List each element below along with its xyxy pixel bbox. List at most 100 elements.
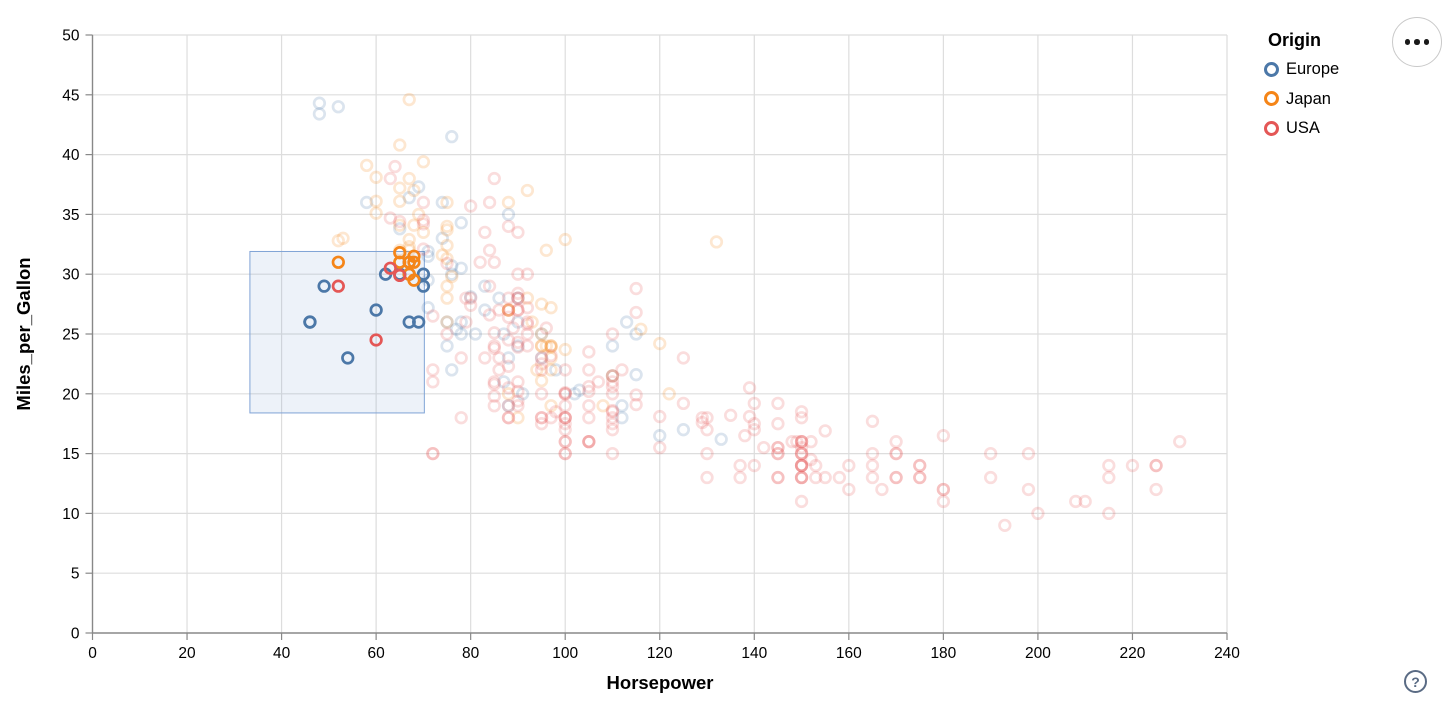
data-point-europe (464, 290, 478, 304)
data-point-japan (530, 363, 544, 377)
data-point-usa (629, 281, 643, 296)
data-point-usa (388, 159, 402, 174)
data-point-europe (620, 315, 634, 329)
data-point-japan (435, 248, 449, 262)
data-point-usa (804, 434, 818, 449)
selection-brush[interactable] (249, 250, 425, 414)
usa-ring-icon (1264, 120, 1279, 136)
data-point-usa (558, 363, 572, 377)
help-button[interactable]: ? (1404, 670, 1427, 693)
data-point-japan (605, 369, 620, 383)
data-point-usa (842, 482, 856, 497)
data-point-usa (482, 195, 497, 210)
data-point-usa (464, 199, 478, 213)
data-point-usa (534, 387, 549, 401)
data-point-europe (572, 383, 587, 397)
data-point-europe (534, 327, 549, 341)
data-point-usa (700, 470, 714, 485)
data-point-japan (534, 297, 549, 311)
data-point-europe (440, 339, 454, 353)
data-point-usa (582, 399, 596, 413)
options-menu-button[interactable] (1392, 17, 1442, 67)
data-point-usa (501, 411, 516, 425)
x-tick-label: 40 (273, 645, 291, 662)
data-point-usa (544, 348, 558, 363)
japan-ring-icon (1264, 91, 1279, 107)
data-point-japan (440, 238, 454, 253)
data-point-usa (511, 267, 525, 281)
data-point-usa (582, 363, 596, 377)
data-point-usa (771, 470, 785, 485)
data-point-usa (558, 399, 572, 413)
data-point-japan (445, 269, 459, 284)
data-point-usa (865, 414, 880, 428)
data-point-europe (497, 375, 511, 389)
data-point-usa (487, 377, 501, 391)
data-point-europe (454, 216, 468, 230)
data-point-japan (653, 336, 667, 351)
data-point-usa (695, 415, 709, 430)
ellipsis-icon (1404, 39, 1411, 45)
data-point-usa (794, 470, 809, 485)
data-point-usa (913, 470, 927, 485)
data-point-usa (534, 351, 549, 365)
data-point-usa (605, 375, 620, 389)
data-point-europe (445, 259, 459, 273)
data-point-usa (558, 385, 572, 400)
data-point-usa (487, 339, 501, 353)
data-point-japan (393, 181, 407, 195)
data-point-japan (558, 342, 572, 357)
data-point-usa (794, 446, 809, 461)
data-point-japan (393, 246, 407, 260)
data-point-japan (369, 194, 383, 208)
data-point-usa (383, 171, 397, 186)
data-point-europe (416, 267, 431, 281)
data-point-usa (464, 291, 478, 305)
data-point-usa (520, 339, 535, 353)
x-tick-label: 200 (1025, 645, 1051, 662)
data-point-europe (412, 180, 426, 194)
data-point-usa (818, 470, 832, 485)
data-point-japan (520, 183, 535, 198)
data-point-usa (605, 417, 620, 431)
data-point-japan (440, 252, 454, 266)
data-point-usa (794, 470, 809, 485)
data-point-europe (331, 100, 345, 114)
data-point-europe (393, 222, 407, 236)
data-point-europe (454, 315, 468, 329)
data-point-usa (1021, 446, 1036, 461)
data-point-europe (629, 368, 643, 382)
data-point-usa (1031, 506, 1045, 521)
data-point-europe (341, 351, 355, 365)
data-point-usa (558, 411, 572, 425)
data-point-japan (402, 232, 416, 247)
data-point-usa (865, 458, 880, 473)
data-point-usa (794, 458, 809, 473)
legend-title: Origin (1268, 30, 1321, 50)
data-point-usa (520, 327, 535, 341)
data-point-usa (558, 411, 572, 425)
data-point-usa (511, 225, 525, 239)
data-point-usa (416, 242, 431, 256)
data-point-japan (440, 279, 454, 293)
data-point-usa (842, 458, 856, 473)
data-point-europe (421, 301, 435, 315)
y-tick-label: 20 (62, 386, 80, 403)
data-point-usa (501, 333, 516, 347)
data-point-usa (534, 363, 549, 377)
y-tick-label: 15 (62, 446, 79, 463)
data-point-usa (794, 446, 809, 461)
data-point-japan (544, 339, 558, 353)
x-tick-label: 160 (836, 645, 862, 662)
data-point-usa (482, 308, 497, 322)
data-point-usa (875, 482, 889, 497)
data-point-usa (501, 411, 516, 425)
axes: 0 20 40 60 80 100 120 140 160 180 200 220 240 0 5 10 15 2… (62, 28, 1240, 663)
data-point-usa (416, 195, 431, 210)
data-point-usa (534, 357, 549, 371)
data-point-usa (605, 423, 620, 437)
data-point-usa (804, 452, 818, 467)
data-point-usa (615, 363, 629, 377)
y-tick-label: 10 (62, 506, 80, 523)
